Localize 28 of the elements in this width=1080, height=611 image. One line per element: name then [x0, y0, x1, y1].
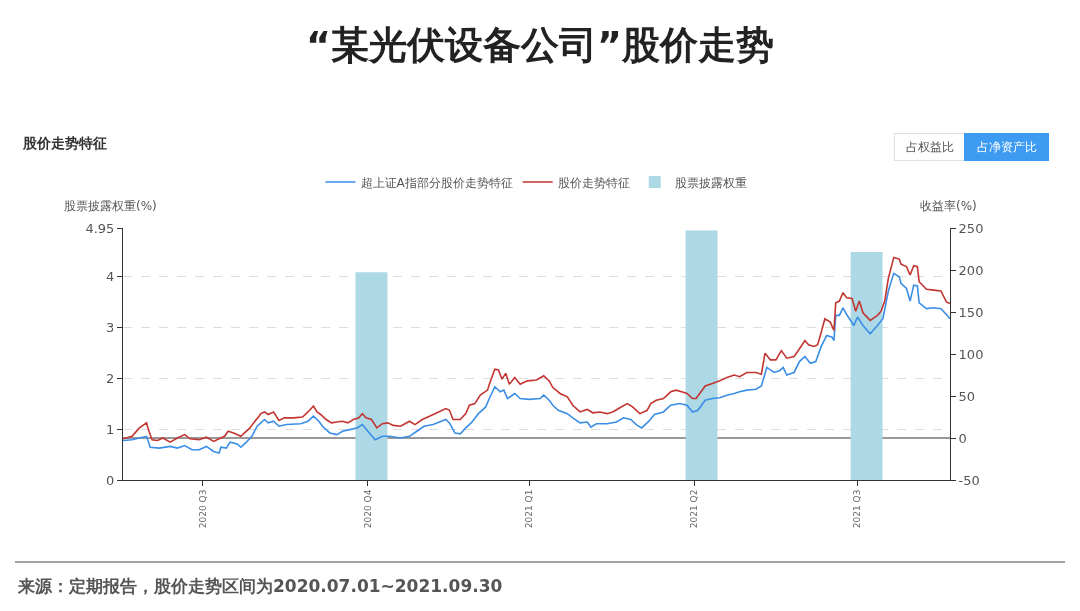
x-tick-label: 2020 Q3: [197, 489, 208, 529]
y2-tick-label: 50: [958, 388, 976, 404]
text: 占权益比: [906, 140, 954, 154]
y2-tick-label: -50: [958, 472, 980, 488]
y2-tick-label: 200: [958, 262, 984, 278]
y-tick-label: 4: [106, 268, 115, 284]
y-tick-label: 4.95: [85, 220, 115, 236]
y-tick-label: 3: [106, 319, 115, 335]
y2-tick-label: 150: [958, 304, 984, 320]
source-note: 来源：定期报告，股价走势区间为2020.07.01~2021.09.30: [17, 576, 503, 596]
x-tick-label: 2020 Q4: [362, 489, 373, 529]
x-tick-label: 2021 Q2: [689, 489, 700, 529]
chart-title: “某光伏设备公司”股价走势: [306, 23, 774, 68]
legend-label: 股票披露权重: [674, 175, 747, 190]
x-tick-label: 2021 Q1: [524, 489, 535, 529]
chart-subtitle: 股价走势特征: [22, 135, 107, 151]
y-tick-label: 0: [106, 472, 115, 488]
y2-tick-label: 0: [958, 430, 967, 446]
y-tick-label: 1: [106, 421, 115, 437]
y-tick-label: 2: [106, 370, 115, 386]
legend-label: 超上证A指部分股价走势特征: [360, 175, 513, 190]
text: 占净资产比: [976, 140, 1037, 154]
y-axis-title: 股票披露权重(%): [64, 199, 157, 213]
y2-tick-label: 100: [958, 346, 984, 362]
y2-tick-label: 250: [958, 220, 984, 236]
x-tick-label: 2021 Q3: [852, 489, 863, 529]
y2-axis-title: 收益率(%): [920, 199, 977, 213]
legend-label: 股价走势特征: [557, 175, 630, 190]
